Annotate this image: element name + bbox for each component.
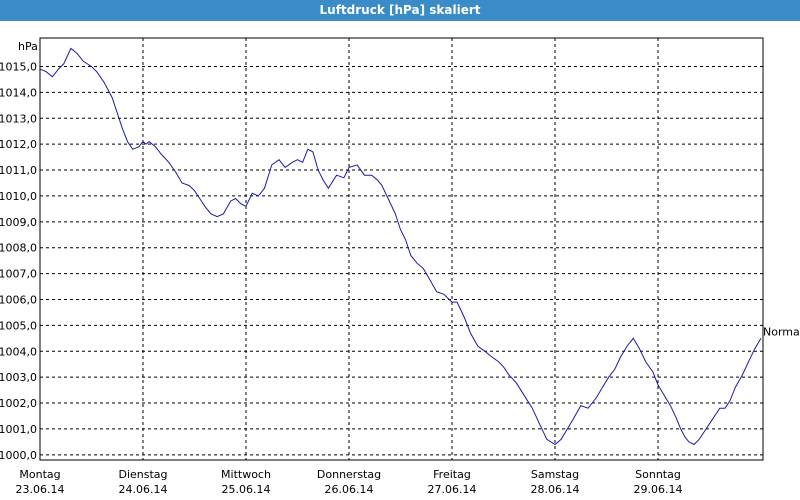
y-tick-label: 1005,0 xyxy=(0,319,37,332)
y-tick-label: 1002,0 xyxy=(0,397,37,410)
y-tick-label: 1008,0 xyxy=(0,242,37,255)
y-tick-label: 1009,0 xyxy=(0,216,37,229)
x-tick-day-label: Samstag xyxy=(531,468,579,481)
y-tick-label: 1015,0 xyxy=(0,60,37,73)
plot-area xyxy=(39,37,764,461)
y-tick-label: 1013,0 xyxy=(0,112,37,125)
x-axis-ticks: Montag 23.06.14 Dienstag 24.06.14 Mittwoch 25… xyxy=(16,468,683,496)
y-tick-label: 1006,0 xyxy=(0,293,37,306)
y-tick-label: 1010,0 xyxy=(0,190,37,203)
x-tick-date-label: 24.06.14 xyxy=(119,483,168,496)
y-tick-label: 1003,0 xyxy=(0,371,37,384)
x-tick-date-label: 25.06.14 xyxy=(222,483,271,496)
series-line-normal xyxy=(39,47,762,446)
y-axis-unit-label: hPa xyxy=(18,40,38,53)
x-tick-day-label: Mittwoch xyxy=(221,468,271,481)
x-tick-day-label: Donnerstag xyxy=(317,468,381,481)
x-tick-day-label: Dienstag xyxy=(118,468,167,481)
x-tick-day-label: Freitag xyxy=(433,468,471,481)
y-tick-label: 1000,0 xyxy=(0,449,37,462)
y-axis-ticks: 1000,0 1001,0 1002,0 1003,0 1004,0 1005,0 1006… xyxy=(0,60,37,461)
x-tick-day-label: Sonntag xyxy=(635,468,681,481)
x-tick-date-label: 26.06.14 xyxy=(325,483,374,496)
grid xyxy=(40,38,763,460)
y-tick-label: 1014,0 xyxy=(0,86,37,99)
y-tick-label: 1004,0 xyxy=(0,345,37,358)
y-tick-label: 1007,0 xyxy=(0,268,37,281)
y-tick-label: 1012,0 xyxy=(0,138,37,151)
series-label: Normal xyxy=(763,325,800,338)
x-tick-day-label: Montag xyxy=(19,468,60,481)
y-tick-label: 1011,0 xyxy=(0,164,37,177)
x-tick-date-label: 28.06.14 xyxy=(531,483,580,496)
x-tick-date-label: 27.06.14 xyxy=(428,483,477,496)
y-tick-label: 1001,0 xyxy=(0,423,37,436)
chart-title: Luftdruck [hPa] skaliert xyxy=(0,0,800,21)
x-tick-date-label: 29.06.14 xyxy=(634,483,683,496)
x-tick-date-label: 23.06.14 xyxy=(16,483,65,496)
